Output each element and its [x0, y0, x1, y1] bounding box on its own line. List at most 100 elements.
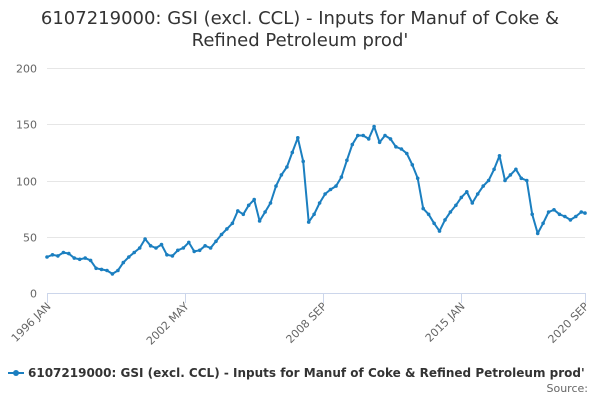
data-point[interactable]	[492, 167, 496, 172]
data-point[interactable]	[317, 201, 322, 205]
data-point[interactable]	[481, 184, 486, 188]
data-point[interactable]	[563, 214, 567, 219]
data-point[interactable]	[508, 173, 513, 177]
data-point[interactable]	[383, 133, 387, 138]
data-point[interactable]	[503, 178, 507, 183]
data-point[interactable]	[475, 192, 480, 196]
data-point[interactable]	[415, 176, 420, 181]
legend-item[interactable]: 6107219000: GSI (excl. CCL) - Inputs for…	[8, 366, 585, 380]
data-point[interactable]	[268, 201, 273, 205]
data-point[interactable]	[296, 136, 300, 140]
data-point[interactable]	[197, 248, 202, 253]
data-point[interactable]	[568, 218, 573, 222]
data-point[interactable]	[148, 244, 153, 248]
data-point[interactable]	[519, 176, 524, 181]
data-point[interactable]	[583, 211, 587, 215]
data-point[interactable]	[394, 145, 398, 149]
data-point[interactable]	[263, 210, 267, 214]
data-point[interactable]	[165, 253, 169, 257]
data-point[interactable]	[56, 254, 60, 258]
data-point[interactable]	[99, 267, 104, 272]
data-point[interactable]	[105, 268, 109, 273]
data-point[interactable]	[132, 250, 136, 255]
data-point[interactable]	[306, 220, 311, 224]
data-point[interactable]	[116, 268, 120, 273]
data-point[interactable]	[127, 255, 131, 259]
data-point[interactable]	[230, 221, 235, 226]
data-point[interactable]	[334, 184, 338, 188]
data-point[interactable]	[312, 212, 316, 217]
data-point[interactable]	[137, 246, 142, 250]
data-point[interactable]	[192, 249, 196, 254]
data-point[interactable]	[470, 201, 475, 205]
data-point[interactable]	[459, 195, 464, 200]
data-point[interactable]	[530, 212, 534, 217]
data-point[interactable]	[252, 197, 256, 202]
data-point[interactable]	[454, 203, 458, 208]
data-point[interactable]	[121, 260, 126, 265]
data-point[interactable]	[486, 178, 491, 183]
data-point[interactable]	[274, 184, 278, 188]
data-point[interactable]	[323, 192, 327, 196]
data-point[interactable]	[72, 256, 77, 260]
data-point[interactable]	[61, 250, 66, 255]
data-point[interactable]	[110, 272, 115, 276]
data-point[interactable]	[557, 212, 562, 217]
data-point[interactable]	[94, 266, 98, 271]
data-point[interactable]	[366, 137, 371, 141]
data-point[interactable]	[203, 244, 207, 248]
data-point[interactable]	[181, 246, 186, 250]
data-point[interactable]	[279, 173, 284, 177]
data-point[interactable]	[350, 142, 355, 147]
data-point[interactable]	[301, 159, 306, 164]
data-point[interactable]	[388, 137, 393, 141]
data-point[interactable]	[214, 239, 218, 244]
data-point[interactable]	[45, 255, 49, 259]
data-point[interactable]	[208, 246, 213, 250]
data-point[interactable]	[290, 150, 295, 155]
data-point[interactable]	[497, 154, 502, 158]
data-point[interactable]	[535, 231, 540, 236]
data-point[interactable]	[67, 251, 71, 256]
data-point[interactable]	[154, 246, 158, 250]
series-group[interactable]	[45, 124, 587, 276]
data-point[interactable]	[356, 133, 360, 138]
data-point[interactable]	[285, 165, 289, 169]
data-point[interactable]	[83, 256, 87, 260]
data-point[interactable]	[143, 237, 147, 241]
data-point[interactable]	[372, 124, 376, 129]
data-point[interactable]	[546, 210, 551, 214]
credits-source[interactable]: Source:	[546, 382, 589, 395]
data-point[interactable]	[426, 212, 431, 217]
data-point[interactable]	[443, 218, 447, 222]
data-point[interactable]	[88, 258, 93, 263]
data-point[interactable]	[421, 206, 426, 211]
data-point[interactable]	[361, 133, 366, 138]
data-point[interactable]	[514, 167, 518, 172]
data-point[interactable]	[579, 210, 584, 214]
data-point[interactable]	[257, 219, 262, 223]
data-point[interactable]	[77, 257, 82, 262]
data-point[interactable]	[241, 212, 246, 217]
data-point[interactable]	[170, 254, 175, 258]
data-point[interactable]	[219, 232, 224, 237]
data-point[interactable]	[225, 227, 229, 231]
data-point[interactable]	[399, 147, 404, 151]
data-point[interactable]	[236, 209, 240, 213]
data-point[interactable]	[339, 175, 344, 179]
data-point[interactable]	[552, 208, 556, 212]
data-point[interactable]	[432, 221, 436, 226]
series-line[interactable]	[46, 125, 586, 275]
data-point[interactable]	[405, 151, 409, 156]
data-point[interactable]	[187, 240, 191, 245]
data-point[interactable]	[176, 248, 180, 253]
data-point[interactable]	[574, 214, 578, 219]
data-point[interactable]	[437, 229, 442, 233]
data-point[interactable]	[410, 163, 415, 167]
data-point[interactable]	[50, 253, 55, 257]
data-point[interactable]	[328, 187, 333, 192]
data-point[interactable]	[465, 190, 469, 194]
data-point[interactable]	[246, 203, 251, 208]
data-point[interactable]	[525, 178, 529, 183]
data-point[interactable]	[448, 210, 453, 214]
